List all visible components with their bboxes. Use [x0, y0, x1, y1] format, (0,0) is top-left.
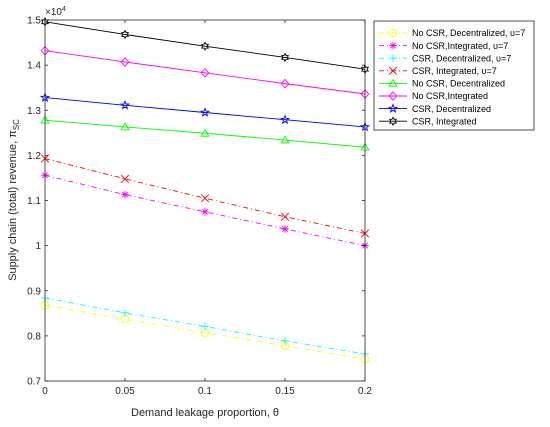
y-tick-label: 0.7 [27, 377, 41, 388]
y-tick-label: 1.5 [27, 16, 41, 27]
x-axis-label: Demand leakage proportion, θ [131, 407, 279, 419]
y-tick-label: 0.8 [27, 331, 41, 342]
legend-item: CSR, Decentralized, υ=7 [379, 53, 511, 63]
y-tick-label: 1.4 [27, 61, 41, 72]
data-point [201, 322, 209, 331]
legend-marker [389, 54, 397, 62]
series-layer [40, 17, 370, 364]
data-point [200, 107, 210, 117]
legend-label: No CSR, Decentralized [412, 79, 505, 89]
legend-item: No CSR,Integrated [379, 91, 488, 101]
data-point [121, 190, 129, 199]
data-point [200, 128, 210, 137]
legend-item: No CSR, Decentralized [379, 79, 505, 89]
legend-item: No CSR, Decentralized, υ=7 [379, 28, 525, 38]
legend-marker [388, 91, 398, 101]
legend-items: No CSR, Decentralized, υ=7 No CSR,Integra… [379, 28, 525, 126]
series-line [44, 97, 366, 128]
data-point [120, 122, 130, 131]
legend-marker [388, 103, 398, 113]
y-tick-label: 0.9 [27, 286, 41, 297]
legend-label: No CSR,Integrated, υ=7 [412, 41, 508, 51]
data-point [120, 174, 130, 183]
legend-marker [389, 41, 397, 50]
y-axis-label: Supply chain (total) revenue, πSC [7, 119, 21, 281]
plot-area [45, 20, 365, 381]
y-tick-label: 1.1 [27, 196, 41, 207]
y-multiplier: ×104 [45, 6, 66, 18]
y-tick-label: 1 [35, 241, 41, 252]
data-point [280, 114, 290, 124]
x-tick-label: 0.15 [275, 386, 295, 397]
data-point [280, 212, 290, 221]
data-point [121, 309, 129, 317]
legend: No CSR, Decentralized, υ=7 No CSR,Integra… [373, 20, 535, 131]
series-line [44, 50, 366, 95]
legend-label: CSR, Integrated, υ=7 [412, 66, 497, 76]
data-point [200, 67, 210, 78]
y-tick-label: 1.2 [27, 151, 41, 162]
legend-marker [388, 78, 398, 87]
x-tick-label: 0.05 [115, 386, 135, 397]
legend-label: No CSR,Integrated [412, 91, 488, 101]
data-point [280, 135, 290, 144]
legend-label: CSR, Decentralized, υ=7 [412, 53, 511, 63]
legend-marker [388, 116, 398, 126]
legend-label: No CSR, Decentralized, υ=7 [412, 28, 525, 38]
data-point [120, 100, 130, 110]
data-point [200, 194, 210, 203]
legend-item: CSR, Integrated, υ=7 [379, 66, 497, 76]
legend-item: CSR, Decentralized [379, 103, 491, 114]
x-tick-label: 0.2 [358, 386, 372, 397]
y-tick-label: 1.3 [27, 106, 41, 117]
x-tick-label: 0.1 [198, 386, 212, 397]
data-point [120, 29, 130, 40]
series-line [44, 21, 366, 70]
data-point [281, 225, 289, 233]
legend-item: No CSR,Integrated, υ=7 [379, 41, 508, 51]
legend-label: CSR, Integrated [412, 116, 477, 126]
data-point [280, 52, 290, 63]
legend-item: CSR, Integrated [379, 116, 477, 126]
legend-marker [388, 66, 398, 75]
data-point [201, 207, 209, 216]
data-point [120, 57, 130, 67]
legend-box [373, 20, 535, 131]
data-point [200, 41, 210, 51]
series-line [44, 119, 366, 148]
x-tick-label: 0 [42, 386, 48, 397]
legend-marker [388, 28, 398, 38]
legend-label: CSR, Decentralized [412, 104, 491, 114]
series-5 [40, 115, 370, 151]
data-point [280, 78, 290, 89]
axis-layer: 0 0.05 0.1 0.15 0.2 0.7 0.8 0.9 1 1.1 1.2 1.3 1.4 1.5 [27, 16, 372, 398]
data-point [281, 337, 289, 345]
